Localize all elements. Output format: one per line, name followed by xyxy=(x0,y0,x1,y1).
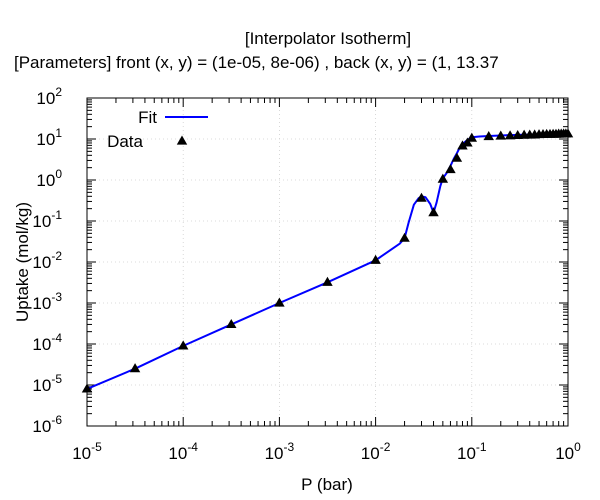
x-tick-label: 10-5 xyxy=(72,440,102,463)
data-point xyxy=(504,130,516,140)
data-series xyxy=(81,128,574,393)
y-tick-label: 10-5 xyxy=(32,372,62,395)
data-point xyxy=(462,137,473,147)
data-point xyxy=(399,232,410,242)
y-tick-label: 10-4 xyxy=(32,331,62,354)
x-tick-label: 10-4 xyxy=(168,440,198,463)
fit-curve xyxy=(86,132,569,390)
y-tick-label: 100 xyxy=(36,167,62,190)
grid xyxy=(87,98,568,426)
y-tick-labels: 10-6 10-5 10-4 10-3 10-2 10-1 100 101 102 xyxy=(32,85,62,436)
y-tick-label: 10-2 xyxy=(32,249,62,272)
chart-subtitle: [Parameters] front (x, y) = (1e-05, 8e-0… xyxy=(14,53,499,72)
chart-title: [Interpolator Isotherm] xyxy=(245,29,411,48)
x-tick-labels: 10-5 10-4 10-3 10-2 10-1 100 xyxy=(72,440,581,463)
data-point xyxy=(416,192,427,202)
data-point xyxy=(437,173,449,183)
legend-data-swatch xyxy=(176,135,188,145)
data-point xyxy=(370,254,381,264)
data-point xyxy=(495,130,506,140)
y-tick-label: 10-1 xyxy=(32,208,62,231)
data-point xyxy=(129,363,141,373)
data-point xyxy=(457,140,468,150)
data-point xyxy=(466,132,478,142)
y-tick-label: 102 xyxy=(36,85,62,108)
x-tick-label: 100 xyxy=(555,440,581,463)
axis-ticks xyxy=(86,97,569,427)
x-tick-label: 10-3 xyxy=(265,440,295,463)
y-tick-label: 10-3 xyxy=(32,290,62,313)
legend-label-data: Data xyxy=(107,132,143,151)
legend-label-fit: Fit xyxy=(138,108,157,127)
data-point xyxy=(451,152,463,162)
data-point xyxy=(226,318,237,329)
y-tick-label: 101 xyxy=(36,126,62,149)
data-point xyxy=(322,276,333,286)
x-axis-label: P (bar) xyxy=(301,475,353,494)
x-tick-label: 10-1 xyxy=(457,440,487,463)
x-tick-label: 10-2 xyxy=(361,440,391,463)
data-point xyxy=(483,131,494,141)
data-point xyxy=(274,297,285,307)
data-point xyxy=(445,164,456,174)
data-point xyxy=(428,207,439,217)
fit-series xyxy=(86,132,569,390)
data-point xyxy=(81,383,93,393)
data-point xyxy=(177,340,189,350)
data-point xyxy=(562,128,574,138)
y-axis-label: Uptake (mol/kg) xyxy=(13,202,32,322)
legend: Fit Data xyxy=(107,108,208,151)
y-tick-label: 10-6 xyxy=(32,413,62,436)
